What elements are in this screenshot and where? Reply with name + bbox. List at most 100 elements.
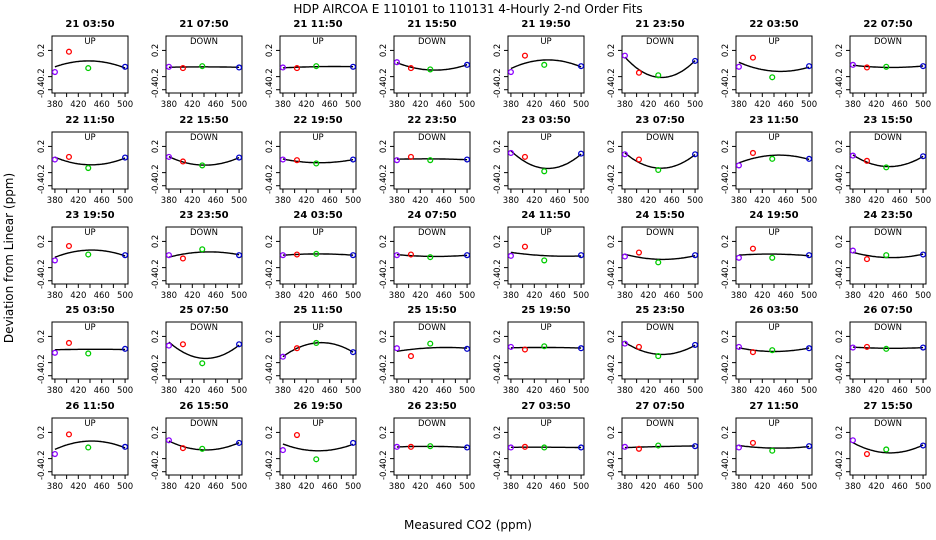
y-tick-label: 0.2 — [721, 140, 731, 154]
data-point — [179, 65, 187, 72]
data-point — [199, 246, 206, 253]
data-point — [165, 437, 172, 444]
data-point — [920, 63, 927, 70]
y-tick-label: -0.4 — [37, 272, 47, 289]
data-point — [507, 444, 514, 451]
data-point — [122, 252, 129, 259]
y-tick-label: 0.2 — [37, 235, 47, 249]
data-point — [692, 252, 699, 259]
x-tick-label: 420 — [640, 482, 656, 492]
y-tick-label: 0.2 — [379, 330, 389, 344]
fit-curve — [396, 346, 468, 352]
y-tick-label: 0.2 — [151, 44, 161, 58]
data-point — [65, 242, 73, 250]
data-point — [692, 57, 699, 64]
y-tick-label: -0.2 — [493, 450, 503, 467]
y-tick-label: -0.4 — [493, 81, 503, 98]
y-tick-label: 0.2 — [37, 330, 47, 344]
panel-direction: UP — [84, 419, 95, 429]
data-point — [635, 69, 643, 76]
y-tick-label: 0.2 — [265, 330, 275, 344]
x-tick-label: 500 — [345, 100, 361, 110]
x-tick-label: 460 — [208, 386, 224, 396]
y-tick-label: -0.4 — [721, 177, 731, 194]
x-tick-label: 500 — [345, 196, 361, 206]
panel-direction: UP — [768, 323, 779, 333]
data-point — [279, 353, 286, 360]
x-tick-label: 420 — [184, 196, 200, 206]
y-tick-label: -0.4 — [835, 367, 845, 384]
panel: 26 23:50 DOWN 380 420 460 500 -0.4-0.2 0.2 — [379, 401, 475, 492]
y-tick-label: -0.2 — [493, 354, 503, 371]
data-point — [393, 157, 400, 164]
y-tick-label: -0.2 — [607, 164, 617, 181]
x-tick-label: 420 — [868, 100, 884, 110]
y-tick-label: -0.2 — [379, 259, 389, 276]
y-tick-label: -0.2 — [265, 259, 275, 276]
panel-title: 25 07:50 — [179, 305, 228, 316]
data-point — [635, 343, 643, 350]
panel-direction: DOWN — [874, 419, 902, 429]
panel-direction: UP — [312, 133, 323, 143]
y-tick-label: -0.2 — [835, 164, 845, 181]
x-tick-label: 500 — [573, 386, 589, 396]
y-tick-label: -0.4 — [265, 463, 275, 480]
data-point — [279, 447, 286, 454]
panel-direction: UP — [84, 37, 95, 47]
panel-title: 25 23:50 — [635, 305, 684, 316]
data-point — [621, 151, 628, 158]
panel-direction: DOWN — [646, 228, 674, 238]
x-tick-label: 380 — [731, 100, 747, 110]
panel: 23 03:50 UP 380 420 460 500 -0.4-0.2 0.2 — [493, 115, 589, 206]
x-tick-label: 460 — [892, 386, 908, 396]
panel-title: 22 11:50 — [65, 115, 114, 126]
x-tick-label: 420 — [754, 386, 770, 396]
x-tick-label: 460 — [550, 386, 566, 396]
panel-direction: UP — [84, 323, 95, 333]
x-tick-label: 460 — [208, 482, 224, 492]
panel: 27 11:50 UP 380 420 460 500 -0.4-0.2 0.2 — [721, 401, 817, 492]
x-tick-label: 380 — [389, 386, 405, 396]
x-tick-label: 420 — [754, 482, 770, 492]
panel-title: 22 03:50 — [749, 19, 798, 30]
panel-title: 24 23:50 — [863, 210, 912, 221]
chart-title: HDP AIRCOA E 110101 to 110131 4-Hourly 2… — [293, 2, 642, 16]
panel-title: 24 03:50 — [293, 210, 342, 221]
panel-title: 25 11:50 — [293, 305, 342, 316]
panel-title: 21 23:50 — [635, 19, 684, 30]
panel-title: 26 19:50 — [293, 401, 342, 412]
x-tick-label: 420 — [298, 196, 314, 206]
y-tick-label: 0.2 — [379, 235, 389, 249]
data-point — [621, 340, 628, 347]
panel-direction: DOWN — [874, 323, 902, 333]
x-tick-label: 380 — [47, 100, 63, 110]
fit-curve — [510, 150, 582, 170]
data-point — [313, 456, 320, 463]
x-tick-label: 500 — [231, 291, 247, 301]
panel-title: 24 19:50 — [749, 210, 798, 221]
fit-curve — [852, 442, 924, 454]
x-tick-label: 420 — [526, 482, 542, 492]
x-tick-label: 500 — [573, 196, 589, 206]
data-point — [883, 345, 890, 352]
panel-title: 21 03:50 — [65, 19, 114, 30]
x-tick-label: 420 — [298, 291, 314, 301]
panel-title: 23 23:50 — [179, 210, 228, 221]
y-tick-label: -0.2 — [379, 164, 389, 181]
x-tick-label: 460 — [436, 196, 452, 206]
panel-title: 23 07:50 — [635, 115, 684, 126]
x-tick-label: 500 — [801, 196, 817, 206]
x-tick-label: 380 — [47, 196, 63, 206]
data-point — [51, 450, 58, 458]
data-point — [769, 447, 776, 454]
y-tick-label: -0.4 — [151, 177, 161, 194]
x-tick-label: 460 — [436, 100, 452, 110]
data-point — [407, 443, 415, 450]
x-tick-label: 460 — [664, 291, 680, 301]
data-point — [521, 153, 529, 160]
y-tick-label: -0.4 — [607, 177, 617, 194]
data-point — [279, 252, 286, 259]
y-tick-label: -0.2 — [151, 450, 161, 467]
data-point — [849, 437, 856, 444]
y-tick-label: -0.2 — [607, 450, 617, 467]
